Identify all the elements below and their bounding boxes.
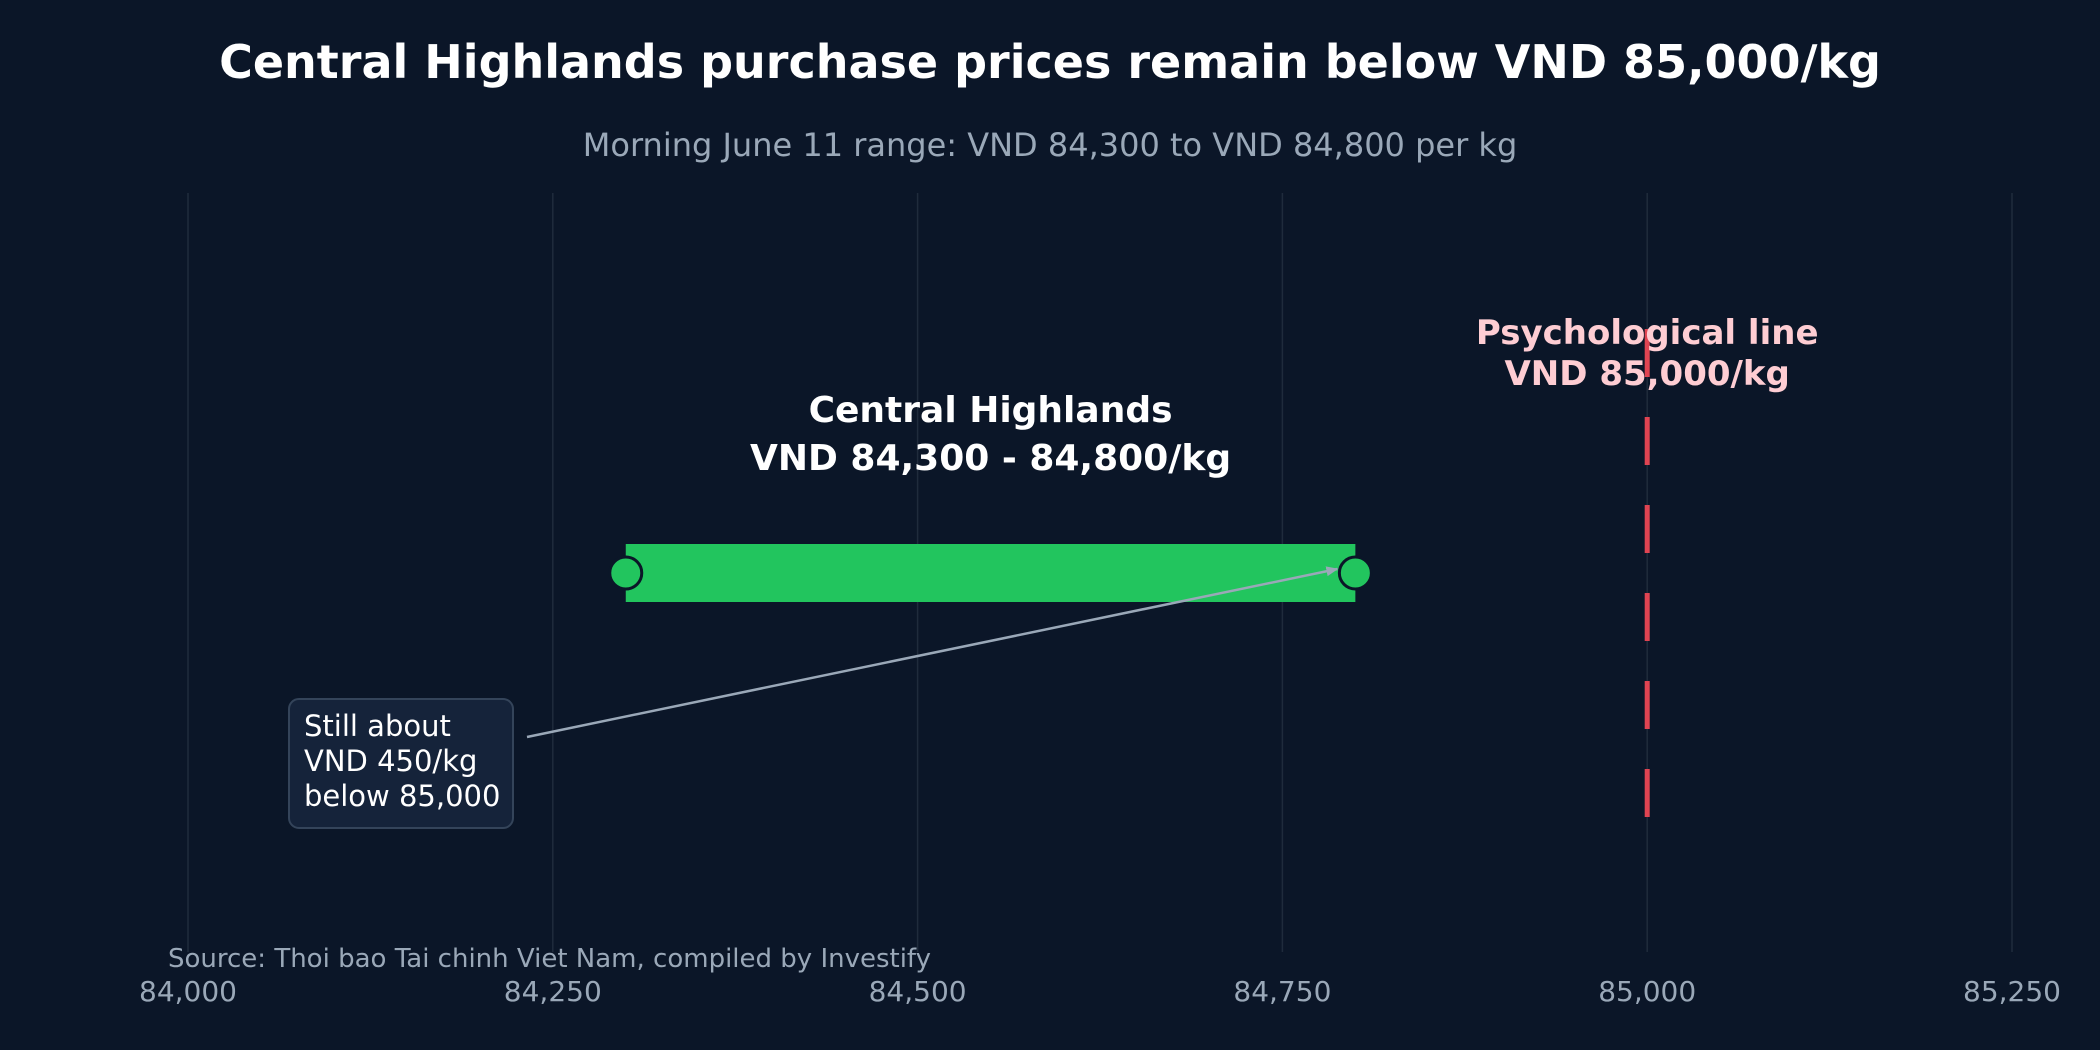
callout-arrow <box>526 566 1339 739</box>
reference-label-value: VND 85,000/kg <box>1504 354 1789 394</box>
x-tick-label-5: 85,250 <box>1963 975 2061 1008</box>
chart-subtitle: Morning June 11 range: VND 84,300 to VND… <box>583 126 1518 164</box>
range-high-endpoint <box>1337 555 1373 591</box>
callout-line-3: below 85,000 <box>304 779 500 813</box>
range-label-values: VND 84,300 - 84,800/kg <box>750 438 1231 479</box>
range-bar <box>625 544 1356 602</box>
callout-box <box>288 698 514 829</box>
range-label-region: Central Highlands <box>809 390 1173 431</box>
x-tick-label-2: 84,500 <box>869 975 967 1008</box>
chart-title: Central Highlands purchase prices remain… <box>219 35 1881 89</box>
callout-line-1: Still about <box>304 709 451 743</box>
callout-line-2: VND 450/kg <box>304 744 477 778</box>
x-tick-label-0: 84,000 <box>139 975 237 1008</box>
source-note: Source: Thoi bao Tai chinh Viet Nam, com… <box>168 944 931 974</box>
x-tick-label-1: 84,250 <box>504 975 602 1008</box>
callout-group: Still about VND 450/kg below 85,000 <box>288 566 1339 829</box>
reference-group: Psychological line VND 85,000/kg <box>1476 313 1819 818</box>
range-group: Central Highlands VND 84,300 - 84,800/kg <box>608 390 1373 602</box>
reference-label-title: Psychological line <box>1476 313 1819 353</box>
x-axis-tick-labels: 84,000 84,250 84,500 84,750 85,000 85,250 <box>139 975 2061 1008</box>
x-tick-label-4: 85,000 <box>1598 975 1696 1008</box>
range-low-endpoint <box>608 555 644 591</box>
x-tick-label-3: 84,750 <box>1233 975 1331 1008</box>
